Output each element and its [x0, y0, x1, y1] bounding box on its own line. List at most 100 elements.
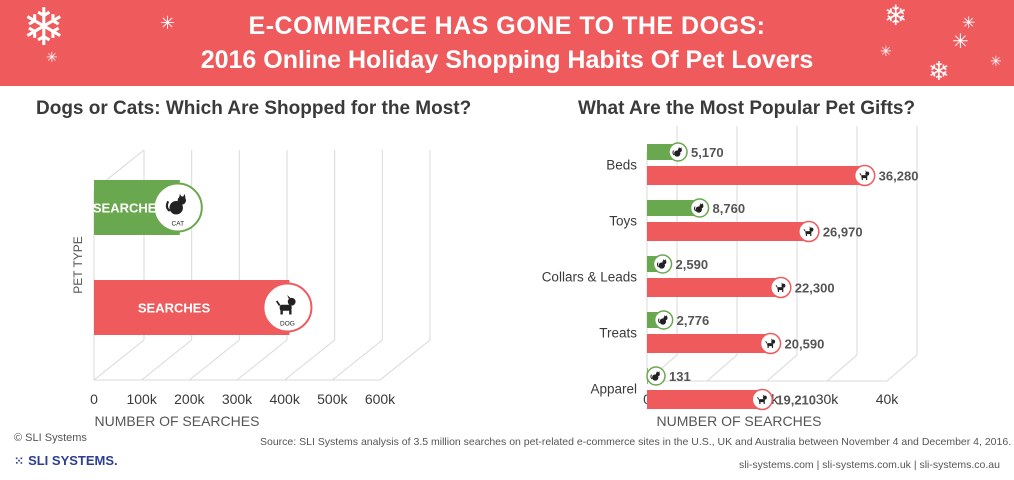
cat-body	[652, 374, 659, 381]
snowflake-icon: ✳	[962, 15, 976, 32]
dog-leg	[767, 345, 769, 348]
dog-body	[861, 175, 868, 179]
dog-value-label: 20,590	[785, 337, 825, 352]
copyright: © SLI Systems	[14, 432, 87, 444]
dog-value-label: 22,300	[795, 281, 835, 296]
cat-tail	[656, 262, 660, 268]
cat-value-label: 131	[669, 369, 691, 384]
cat-ears	[664, 315, 668, 318]
dog-tail	[775, 285, 778, 288]
snowflake-icon: ✳	[990, 53, 1002, 69]
dog-head	[762, 395, 767, 400]
snowflake-icon: ❄	[928, 56, 950, 86]
grid-line-diagonal	[826, 354, 858, 382]
dog-leg	[866, 177, 868, 180]
cat-icon	[693, 203, 704, 213]
banner-title-line1: E-COMMERCE HAS GONE TO THE DOGS:	[248, 12, 766, 40]
dog-leg	[289, 310, 292, 315]
dog-tail	[803, 229, 806, 232]
x-tick-label: 500k	[317, 391, 348, 407]
cat-tail	[672, 150, 675, 156]
dog-value-label: 36,280	[879, 169, 919, 184]
dog-tail	[765, 341, 768, 344]
dog-tail	[275, 300, 281, 306]
cat-ears	[663, 259, 667, 262]
cat-head	[663, 316, 668, 321]
cat-icon	[672, 147, 682, 157]
dog-body	[279, 304, 292, 311]
grid-line-diagonal	[379, 339, 431, 381]
dog-ear	[781, 282, 783, 285]
dog-ear	[865, 170, 867, 173]
dog-ear	[287, 295, 291, 299]
x-tick-label: 200k	[174, 391, 205, 407]
logo-dots-icon: ⁙	[14, 453, 25, 468]
cat-icon	[165, 193, 186, 215]
cat-value-label: 2,590	[676, 257, 709, 272]
category-label: Treats	[599, 326, 637, 341]
dog-leg	[782, 289, 784, 292]
grid-line-diagonal	[886, 354, 918, 382]
snowflake-icon: ❄	[22, 0, 66, 57]
grid-line-diagonal	[332, 339, 383, 381]
cat-tail	[165, 200, 171, 212]
y-axis-label: PET TYPE	[71, 236, 85, 294]
dog-body	[777, 287, 784, 291]
x-axis-label: NUMBER OF SEARCHES	[95, 413, 260, 429]
dog-icon	[765, 338, 776, 348]
dog-icon	[803, 226, 814, 236]
cat-icon	[658, 315, 668, 325]
dog-head	[865, 171, 870, 176]
header-banner: E-COMMERCE HAS GONE TO THE DOGS: 2016 On…	[0, 0, 1014, 86]
x-tick-label: 400k	[269, 391, 300, 407]
dog-body	[758, 399, 765, 403]
x-tick-label: 30k	[816, 391, 840, 407]
x-axis-label: NUMBER OF SEARCHES	[657, 413, 822, 429]
dog-bar	[647, 222, 809, 241]
dog-bar	[647, 334, 771, 353]
cat-head	[699, 204, 704, 209]
cat-ears	[700, 203, 704, 206]
cat-tail	[693, 206, 697, 212]
dog-bar	[94, 280, 290, 335]
pet-gifts-bar-chart: 010k20k30k40kNUMBER OF SEARCHES5,17036,2…	[542, 126, 919, 429]
dog-icon	[275, 295, 296, 315]
dog-leg	[810, 233, 812, 236]
x-tick-label: 0	[90, 391, 98, 407]
dog-leg	[771, 345, 774, 348]
cat-head	[662, 260, 667, 265]
dog-icon	[775, 282, 786, 292]
grid-line-diagonal	[284, 339, 335, 381]
chart1-title: Dogs or Cats: Which Are Shopped for the …	[36, 98, 472, 119]
dog-icon	[859, 170, 870, 180]
cat-head	[655, 372, 660, 377]
grid-line-diagonal	[189, 339, 240, 381]
dog-ear	[809, 226, 811, 229]
dog-value-label: 19,210	[776, 393, 816, 408]
cat-value-label: 2,776	[677, 313, 710, 328]
dog-bar	[647, 166, 865, 185]
cat-body	[169, 200, 183, 215]
x-tick-label: 600k	[365, 391, 396, 407]
dog-body	[767, 343, 774, 347]
cat-head	[177, 196, 186, 205]
bar-label: SEARCHES	[93, 201, 166, 216]
cat-head	[677, 148, 682, 153]
pet-type-bar-chart: 0 100k 200k 300k 400k 500k 600k NUMBER OF SEARC…	[71, 149, 431, 429]
dog-body	[805, 231, 812, 235]
dog-leg	[763, 401, 765, 404]
cat-ears	[656, 371, 660, 374]
cat-body	[695, 206, 702, 213]
dog-head	[287, 297, 296, 306]
dog-leg	[759, 401, 761, 404]
category-label: Apparel	[590, 382, 637, 397]
cat-icon	[656, 259, 667, 269]
cat-value-label: 5,170	[691, 145, 724, 160]
grid-line-diagonal	[766, 354, 798, 382]
grid-line-diagonal	[706, 354, 738, 382]
dog-bar	[647, 278, 781, 297]
category-label: Collars & Leads	[542, 270, 638, 285]
dog-icon	[757, 394, 767, 404]
dog-bar	[647, 390, 763, 409]
x-tick-label: 40k	[876, 391, 900, 407]
